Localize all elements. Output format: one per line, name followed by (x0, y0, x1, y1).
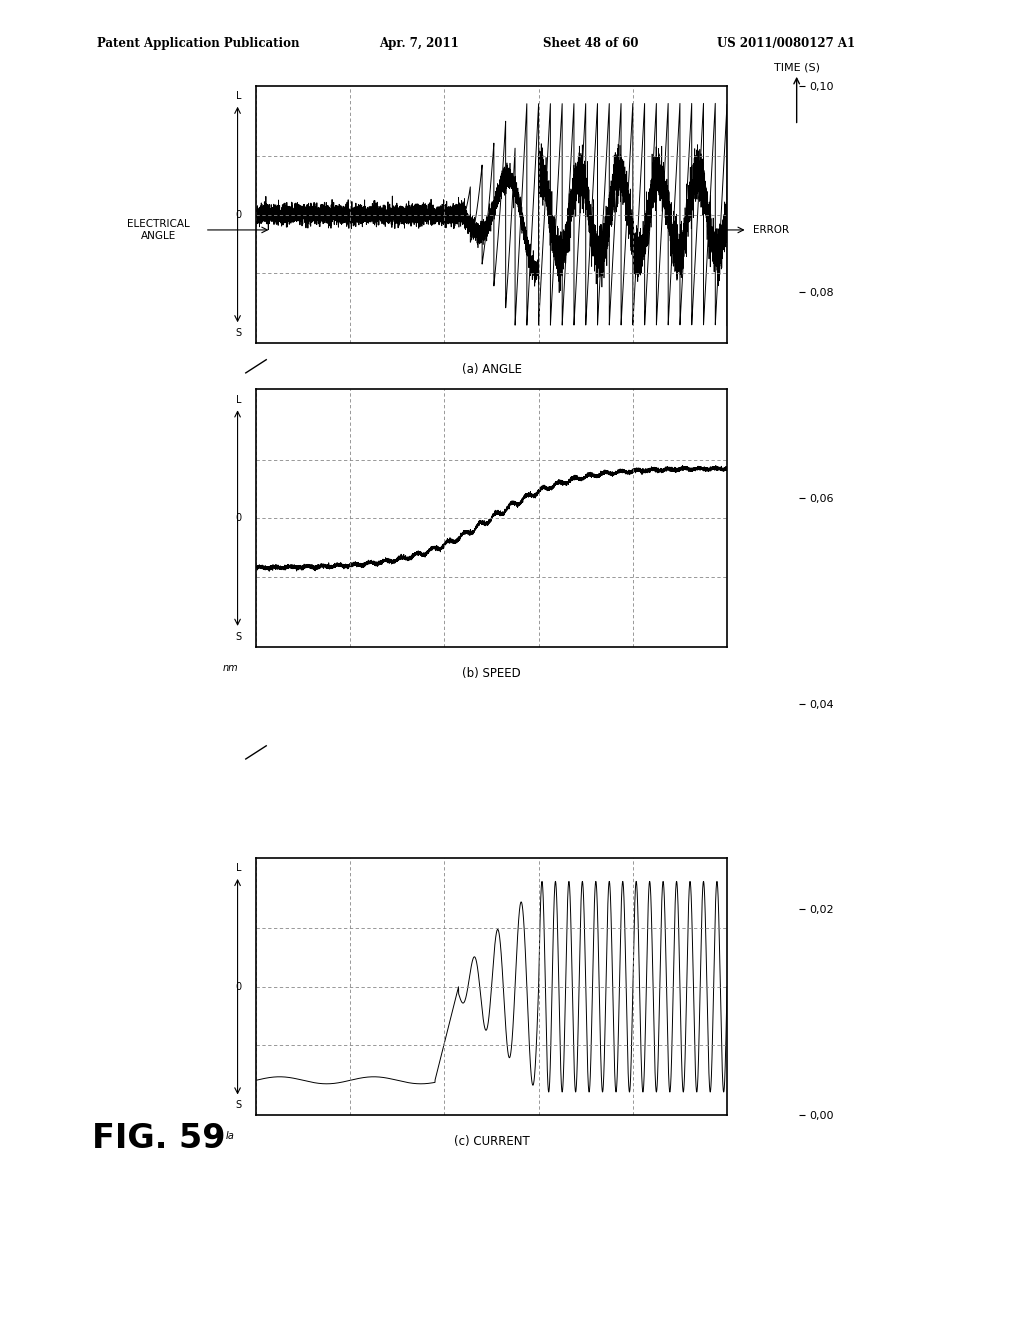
Text: Apr. 7, 2011: Apr. 7, 2011 (379, 37, 459, 50)
Text: US 2011/0080127 A1: US 2011/0080127 A1 (717, 37, 855, 50)
Text: Ia: Ia (226, 1131, 234, 1142)
Text: (a) ANGLE: (a) ANGLE (462, 363, 521, 376)
Text: 0: 0 (236, 210, 242, 219)
Text: Sheet 48 of 60: Sheet 48 of 60 (543, 37, 638, 50)
Text: nm: nm (222, 663, 239, 673)
Text: L: L (236, 863, 242, 874)
Text: 0: 0 (236, 982, 242, 991)
Text: S: S (236, 631, 242, 642)
Text: ERROR: ERROR (753, 224, 788, 235)
Text: (c) CURRENT: (c) CURRENT (454, 1135, 529, 1148)
Text: (b) SPEED: (b) SPEED (462, 667, 521, 680)
Text: L: L (236, 91, 242, 102)
Text: S: S (236, 327, 242, 338)
Text: Patent Application Publication: Patent Application Publication (97, 37, 300, 50)
Text: TIME (S): TIME (S) (774, 62, 819, 73)
Text: FIG. 59: FIG. 59 (92, 1122, 225, 1155)
Text: ELECTRICAL
ANGLE: ELECTRICAL ANGLE (127, 219, 190, 240)
Text: 0: 0 (236, 513, 242, 523)
Text: L: L (236, 395, 242, 405)
Text: S: S (236, 1100, 242, 1110)
